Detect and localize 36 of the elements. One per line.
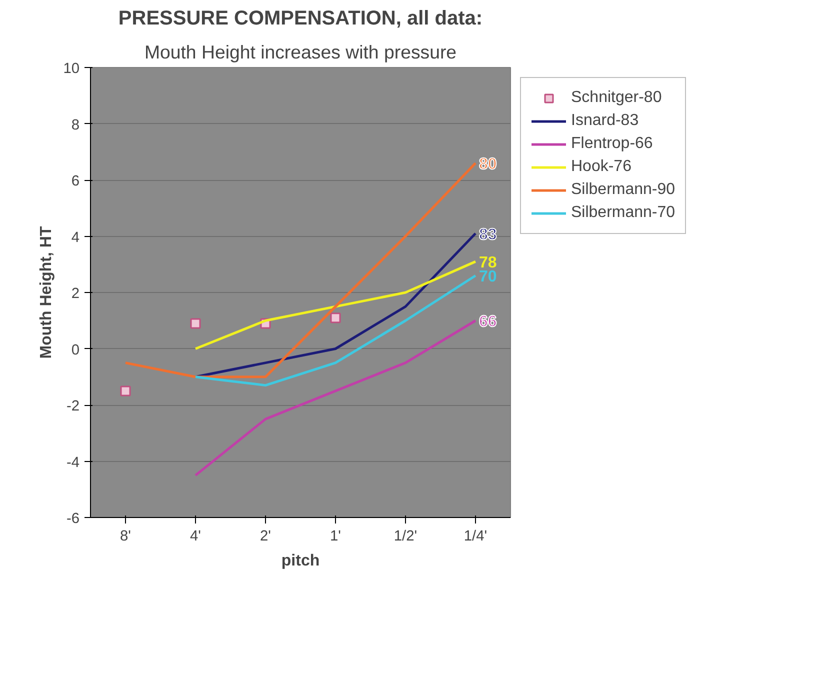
x-tick-label: 1/2' <box>394 528 418 544</box>
y-tick-label: -2 <box>66 398 80 414</box>
x-tick-label: 1' <box>330 528 342 544</box>
line-series <box>194 274 477 387</box>
y-tick-label: 2 <box>71 286 80 302</box>
line-series <box>194 260 477 350</box>
y-tick-label: -4 <box>66 454 80 471</box>
legend-label: Silbermann-70 <box>571 204 676 222</box>
x-tick-label: 1/4' <box>464 528 488 544</box>
y-axis-title: Mouth Height, HT <box>38 226 56 359</box>
y-tick-label: 8 <box>71 117 80 134</box>
chart-title: PRESSURE COMPENSATION, all data: <box>118 8 483 30</box>
annotation: 66 <box>479 314 497 331</box>
line-series <box>194 232 477 378</box>
legend-label: Hook-76 <box>571 158 632 176</box>
annotation: 80 <box>479 156 497 174</box>
y-tick-label: 6 <box>71 174 80 190</box>
annotation: 83 <box>479 226 497 244</box>
x-tick-label: 8' <box>120 528 132 544</box>
y-tick-label: 10 <box>63 61 80 77</box>
y-tick-label: 0 <box>71 342 80 358</box>
legend-label: Silbermann-90 <box>571 181 676 199</box>
y-tick-label: 4 <box>71 230 80 246</box>
x-tick-label: 2' <box>260 528 272 544</box>
point <box>330 312 341 324</box>
legend-label: Isnard-83 <box>571 112 639 130</box>
x-tick-label: 4' <box>190 528 202 544</box>
legend-label: Flentrop-66 <box>571 135 653 153</box>
chart-subtitle: Mouth Height increases with pressure <box>144 42 457 62</box>
line-series <box>194 319 477 477</box>
point <box>120 386 131 396</box>
legend-label: Schnitger-80 <box>571 89 662 107</box>
line-series <box>124 162 477 378</box>
x-axis-title: pitch <box>281 552 320 570</box>
point <box>190 318 201 329</box>
y-tick-label: -6 <box>66 511 80 527</box>
